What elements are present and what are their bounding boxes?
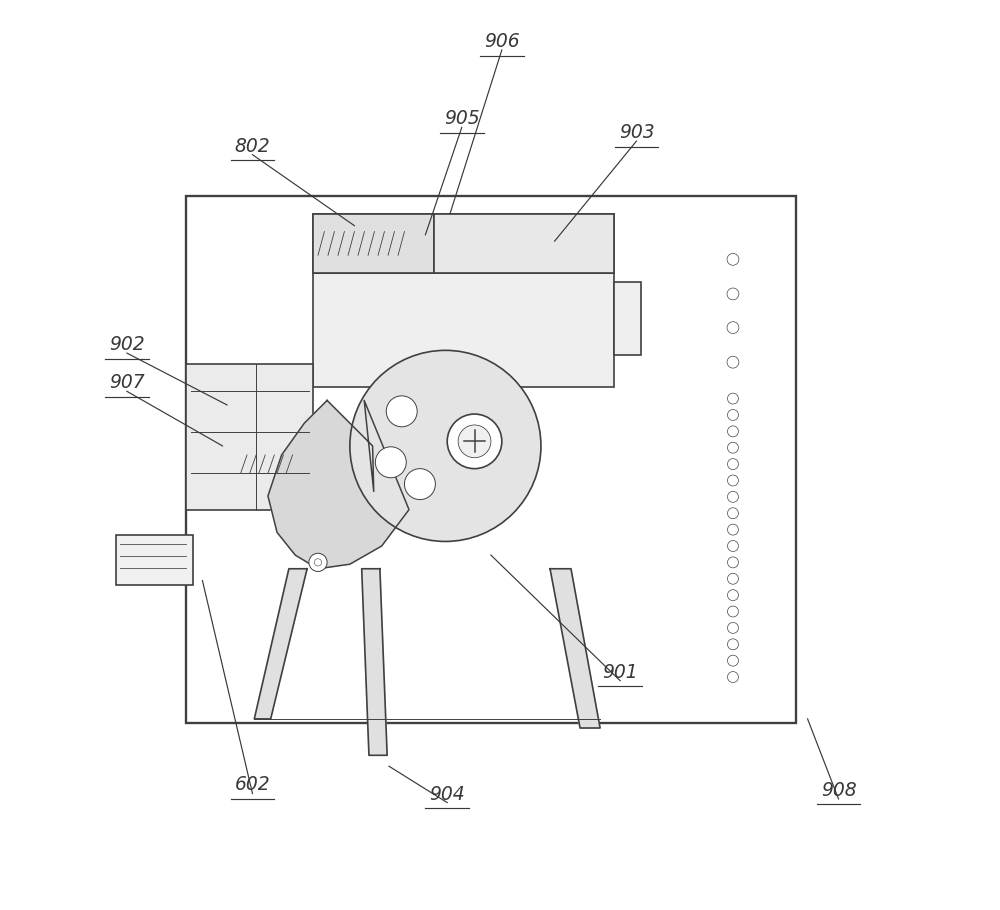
Circle shape	[727, 322, 739, 333]
Text: 904: 904	[429, 784, 465, 804]
Circle shape	[386, 396, 417, 427]
Circle shape	[728, 655, 738, 666]
Bar	[186, 196, 796, 723]
Circle shape	[447, 414, 502, 469]
Circle shape	[728, 426, 738, 437]
Bar	[313, 214, 434, 273]
Polygon shape	[254, 569, 307, 719]
Bar	[186, 364, 313, 510]
Circle shape	[728, 491, 738, 502]
Bar	[116, 535, 193, 585]
Circle shape	[728, 393, 738, 404]
Polygon shape	[268, 400, 409, 569]
Circle shape	[728, 410, 738, 420]
Circle shape	[309, 553, 327, 571]
Bar	[614, 282, 641, 355]
Circle shape	[727, 253, 739, 265]
Circle shape	[728, 524, 738, 535]
Circle shape	[404, 469, 435, 500]
Text: 908: 908	[821, 781, 856, 800]
Circle shape	[727, 357, 739, 369]
Circle shape	[728, 606, 738, 617]
Circle shape	[728, 639, 738, 650]
Text: 905: 905	[444, 109, 480, 128]
Circle shape	[728, 475, 738, 486]
Text: 902: 902	[109, 335, 145, 354]
Polygon shape	[550, 569, 600, 728]
Circle shape	[728, 622, 738, 633]
Text: 903: 903	[619, 123, 654, 142]
Circle shape	[728, 672, 738, 682]
Circle shape	[728, 541, 738, 551]
Circle shape	[728, 459, 738, 470]
Circle shape	[728, 573, 738, 584]
Circle shape	[728, 557, 738, 568]
Circle shape	[350, 350, 541, 541]
Circle shape	[728, 442, 738, 453]
Text: 906: 906	[484, 32, 520, 51]
Bar	[313, 214, 614, 387]
Circle shape	[728, 508, 738, 519]
Text: 602: 602	[235, 775, 270, 794]
Text: 802: 802	[235, 136, 270, 156]
Circle shape	[728, 590, 738, 601]
Text: 907: 907	[109, 373, 145, 392]
Bar	[434, 214, 614, 273]
Circle shape	[727, 288, 739, 299]
Circle shape	[375, 447, 406, 478]
Polygon shape	[362, 569, 387, 755]
Circle shape	[458, 425, 491, 458]
Text: 901: 901	[602, 662, 638, 682]
